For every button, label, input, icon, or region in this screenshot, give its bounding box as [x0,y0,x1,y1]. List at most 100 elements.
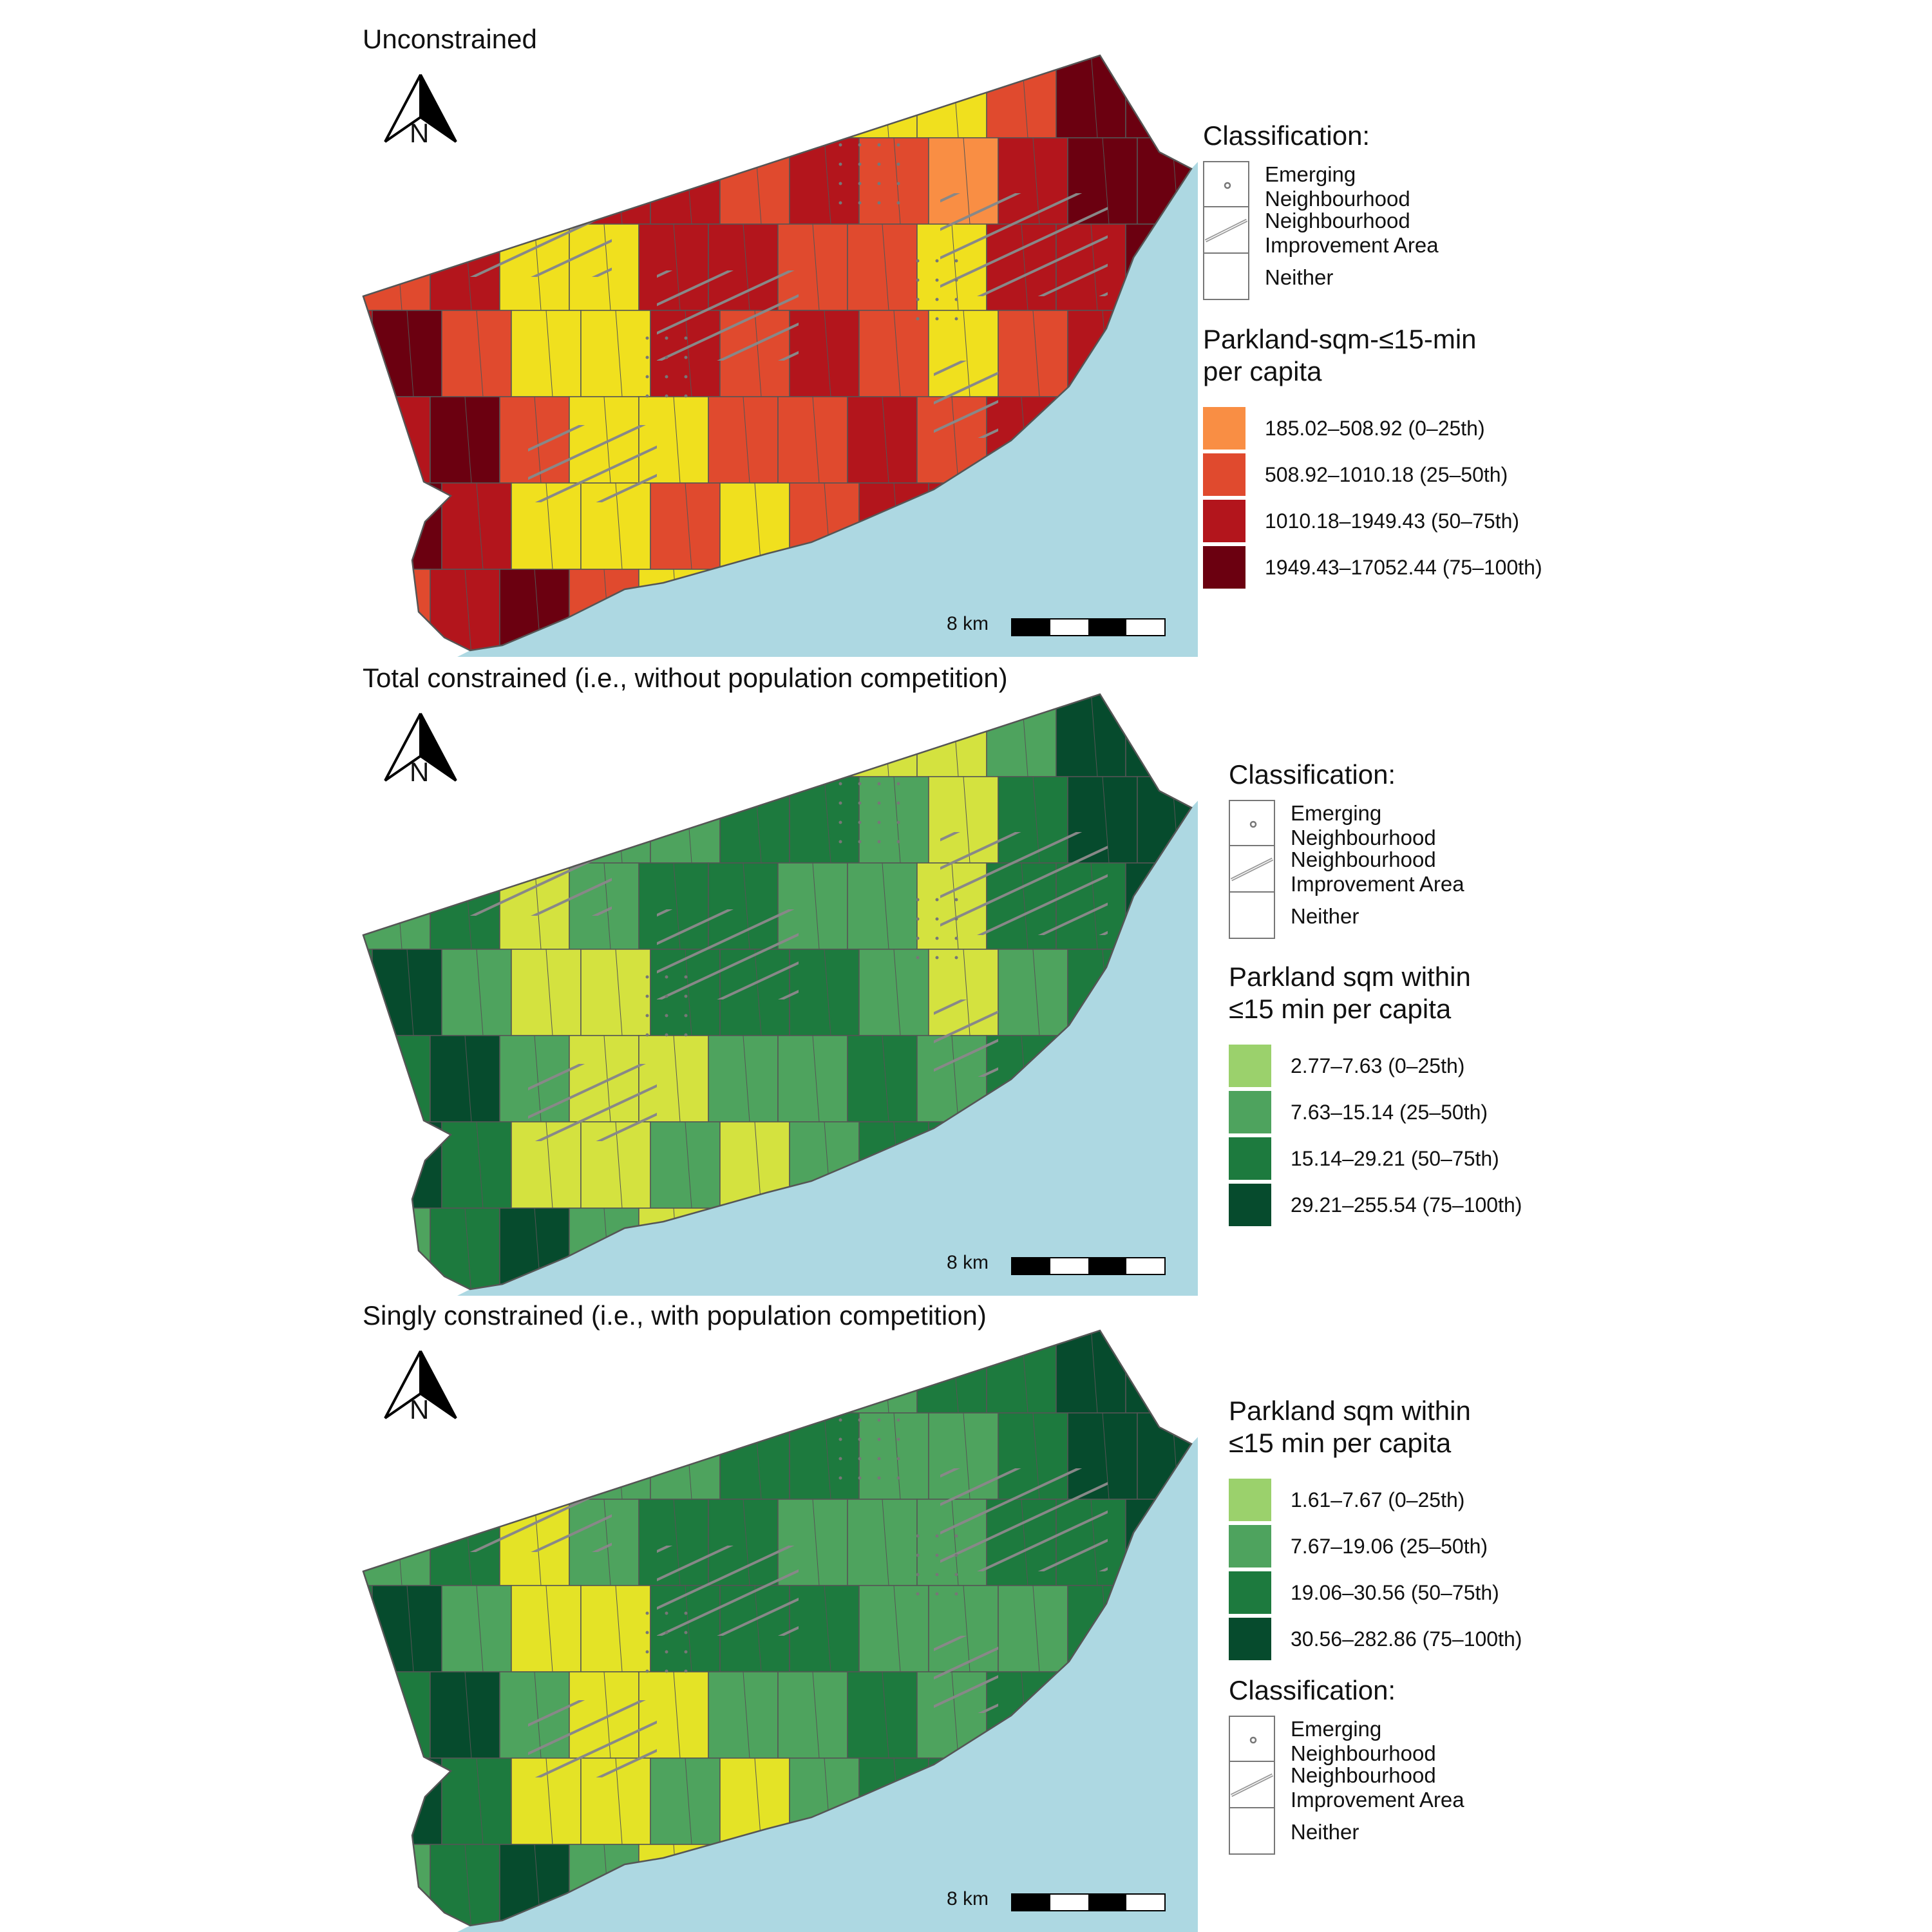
legend-label-line2: Neighbourhood [1291,1741,1436,1765]
legend-classification: Classification: Emerging Neighbourhood Ne… [1203,120,1499,300]
neighbourhood [441,1757,512,1845]
nia-hatch [934,361,998,438]
neighbourhood [580,137,651,225]
legend-classification: Classification: Emerging Neighbourhood Ne… [1229,1674,1525,1855]
nia-hatch [419,187,612,277]
neighbourhood [650,1121,721,1209]
neighbourhood [569,55,639,138]
neighbourhood [916,1331,987,1414]
legend-value-item: 185.02–508.92 (0–25th) [1203,404,1654,451]
legend-item-nia: Neighbourhood Improvement Area [1229,846,1525,896]
legend-item-nia: Neighbourhood Improvement Area [1203,207,1499,257]
neighbourhood [638,1331,709,1414]
legend-values-unconstrained: Parkland-sqm-≤15-min per capita 185.02–50… [1203,323,1654,590]
legend-classification-title: Classification: [1229,759,1396,790]
neighbourhood [916,694,987,777]
legend-values-title: Parkland sqm within ≤15 min per capita [1229,1396,1471,1458]
nia-hatch [419,826,612,916]
emerging-dots [837,768,914,845]
neighbourhood [847,862,918,950]
legend-value-item: 29.21–255.54 (75–100th) [1229,1181,1680,1227]
legend-value-item: 1.61–7.67 (0–25th) [1229,1476,1680,1522]
neighbourhood [441,482,512,570]
neighbourhood [847,1331,918,1414]
legend-value-item: 7.67–19.06 (25–50th) [1229,1522,1680,1569]
neighbourhood [372,1757,442,1845]
neighbourhood [430,1035,500,1122]
neighbourhood [847,1035,918,1122]
legend-values-title: Parkland-sqm-≤15-min per capita [1203,324,1477,386]
emerging-dots [631,1610,696,1687]
neighbourhood [719,1412,790,1500]
neighbourhood [499,694,570,777]
neighbourhood [708,1331,779,1414]
legend-label-line1: Neighbourhood [1265,209,1410,232]
neighbourhood [777,1331,848,1414]
legend-swatch [1229,1137,1271,1180]
legend-swatch [1229,1618,1271,1660]
neighbourhood [650,1412,721,1500]
legend-label-neither: Neither [1265,265,1334,289]
legend-values-title: Parkland sqm within ≤15 min per capita [1229,961,1471,1024]
neighbourhood [372,482,442,570]
legend-label-line1: Emerging [1291,1717,1382,1741]
scale-bar-label: 8 km [947,1888,989,1909]
neighbourhood [638,694,709,777]
emerging-dots [837,1404,914,1481]
neighbourhood [777,55,848,138]
legend-classification-title: Classification: [1229,1675,1396,1705]
legend-value-item: 19.06–30.56 (50–75th) [1229,1569,1680,1615]
neighbourhood [363,1499,431,1586]
neighbourhood [847,55,918,138]
city-boundary [362,693,1193,1291]
legend-value-item: 1010.18–1949.43 (50–75th) [1203,497,1654,544]
north-label: N [410,1394,430,1425]
legend-classification: Classification: Emerging Neighbourhood Ne… [1229,759,1525,939]
legend-swatch [1203,546,1245,589]
legend-value-item: 1949.43–17052.44 (75–100th) [1203,544,1654,590]
neighbourhood [372,1121,442,1209]
neighbourhood [719,137,790,225]
legend-item-neither: Neither [1229,893,1525,939]
neighbourhood [363,223,431,311]
neighbourhood [708,694,779,777]
emerging-dots [914,884,972,967]
north-arrow-icon: N [379,70,462,160]
panel-title-unconstrained: Unconstrained [363,24,537,54]
scale-bar: 8 km [947,1252,1172,1275]
neighbourhood [847,223,918,311]
map-unconstrained [362,54,1198,657]
dots-pattern-icon [1229,800,1275,846]
legend-label-line1: Neighbourhood [1291,848,1436,871]
legend-value-item: 15.14–29.21 (50–75th) [1229,1135,1680,1181]
neighbourhood [789,949,860,1036]
legend-label-line2: Improvement Area [1291,1788,1464,1812]
neighbourhood [777,694,848,777]
legend-swatch [1229,1184,1271,1226]
neighbourhood [847,694,918,777]
neighbourhood [847,396,918,484]
neighbourhood [777,396,848,484]
panel-title-total-constrained: Total constrained (i.e., without populat… [363,663,1008,693]
neighbourhood [650,1757,721,1845]
neighbourhood [986,694,1057,777]
neighbourhood [430,396,500,484]
scale-bar: 8 km [947,1888,1172,1911]
legend-swatch [1229,1525,1271,1567]
neighbourhood [777,1035,848,1122]
legend-swatch [1229,1045,1271,1087]
legend-item-emerging: Emerging Neighbourhood [1203,161,1499,211]
neighbourhood [998,310,1068,397]
emerging-dots [914,1520,972,1604]
neighbourhood [986,1331,1057,1414]
legend-label-neither: Neither [1291,1820,1359,1844]
neighbourhood [847,1499,918,1586]
nia-hatch [419,1462,612,1552]
neighbourhood [708,55,779,138]
legend-label-line1: Emerging [1265,162,1356,186]
neighbourhood [363,862,431,950]
hatch-pattern-icon [1229,1762,1275,1808]
legend-swatch [1203,500,1245,542]
neighbourhood [441,1585,512,1672]
